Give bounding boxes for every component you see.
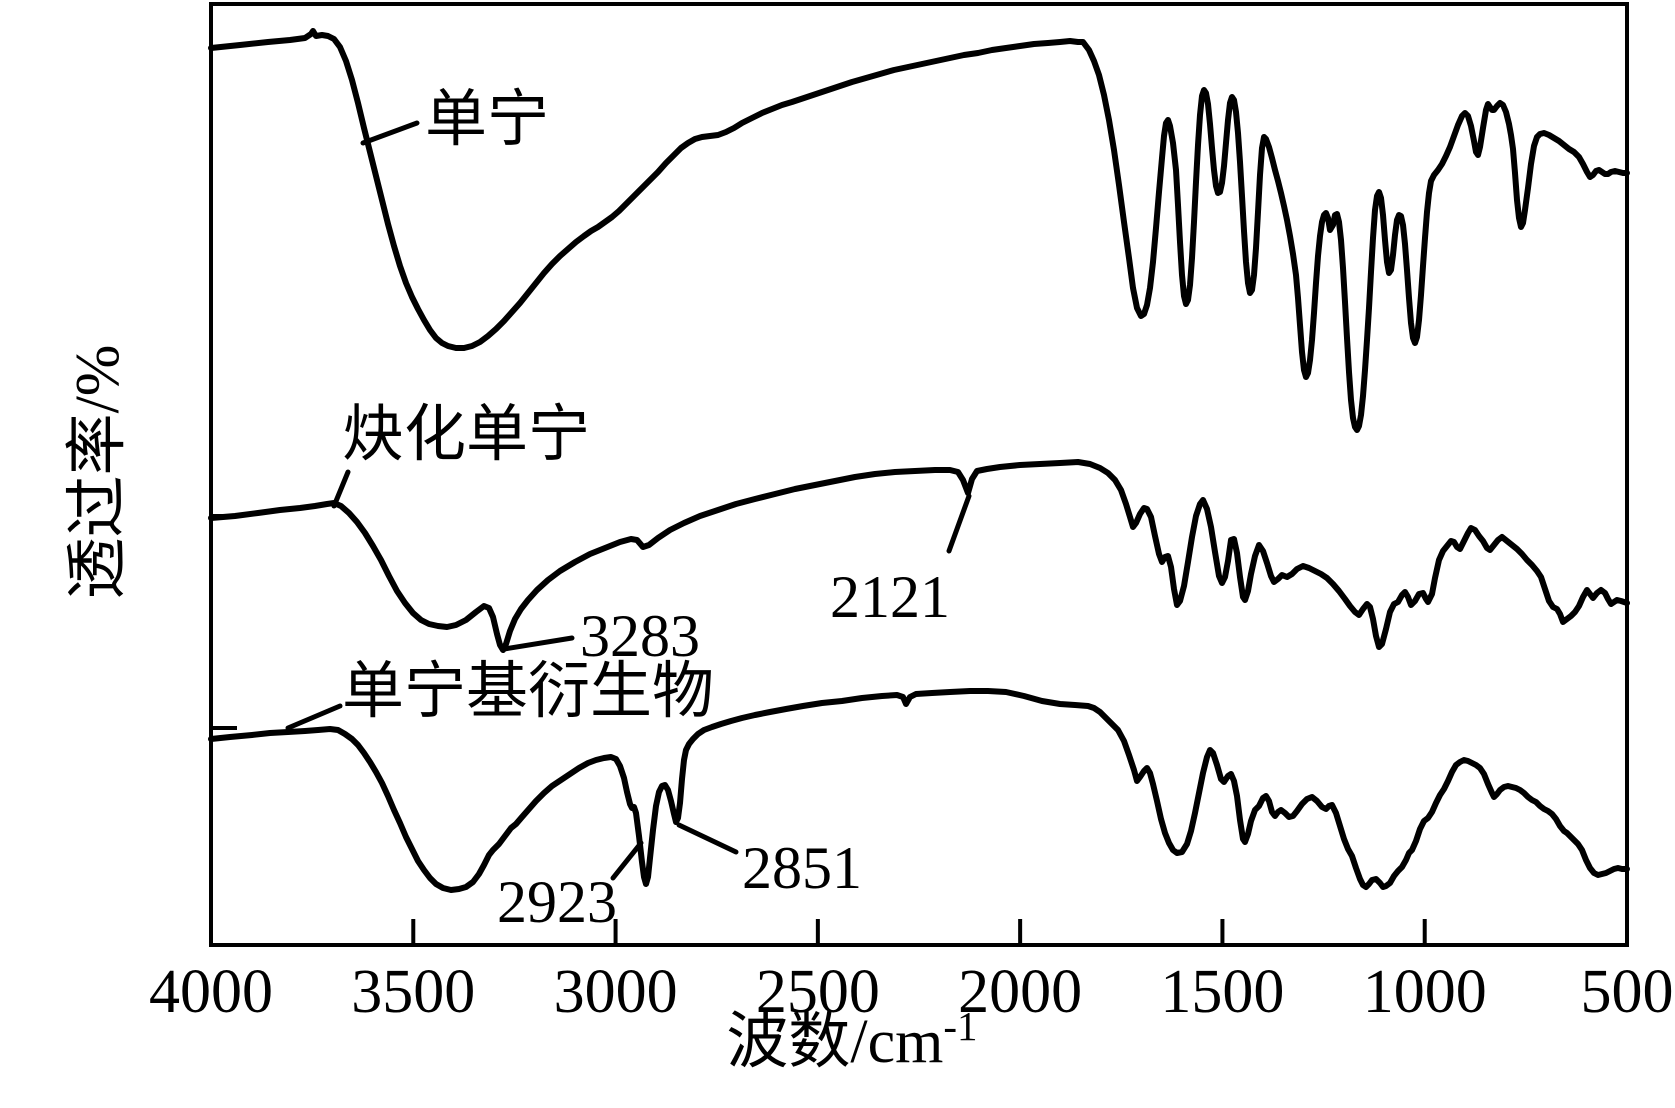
x-tick-label: 3500 (351, 958, 475, 1026)
x-tick-label: 2500 (756, 958, 880, 1026)
x-tick-label: 500 (1581, 958, 1674, 1026)
annotation-peak-2923: 2923 (497, 869, 617, 935)
annotation-leader-peak-2923 (610, 840, 644, 881)
x-tick-label: 1000 (1363, 958, 1487, 1026)
annotation-peak-3283: 3283 (580, 603, 700, 669)
annotation-label-tannin-derivative: 单宁基衍生物 (342, 658, 714, 726)
x-axis-title: 波数/cm-1 (726, 1003, 977, 1076)
annotation-label-tannin: 单宁 (425, 86, 549, 154)
plot-border (209, 2, 1629, 947)
y-axis-title: 透过率/% (64, 345, 132, 600)
annotation-leader-peak-2121 (946, 493, 972, 554)
annotation-leader-label-tannin-derivative (285, 703, 343, 731)
spectrum-curve-alkynylated-tannin (208, 459, 1630, 653)
annotation-leader-label-alkynylated-tannin (331, 469, 351, 509)
x-tick-label: 2000 (958, 958, 1082, 1026)
annotation-leader-peak-2851 (676, 822, 739, 855)
annotation-leader-peak-3283 (501, 635, 575, 652)
x-tick-label: 3000 (554, 958, 678, 1026)
annotation-peak-2851: 2851 (742, 835, 862, 901)
x-tick-label: 4000 (149, 958, 273, 1026)
annotation-leader-label-tannin (360, 120, 420, 146)
spectrum-curve-tannin-derivative (208, 688, 1630, 893)
spectrum-curve-tannin (208, 28, 1630, 433)
annotation-peak-2121: 2121 (830, 564, 950, 630)
x-tick-label: 1500 (1160, 958, 1284, 1026)
annotation-label-alkynylated-tannin: 炔化单宁 (342, 401, 590, 469)
